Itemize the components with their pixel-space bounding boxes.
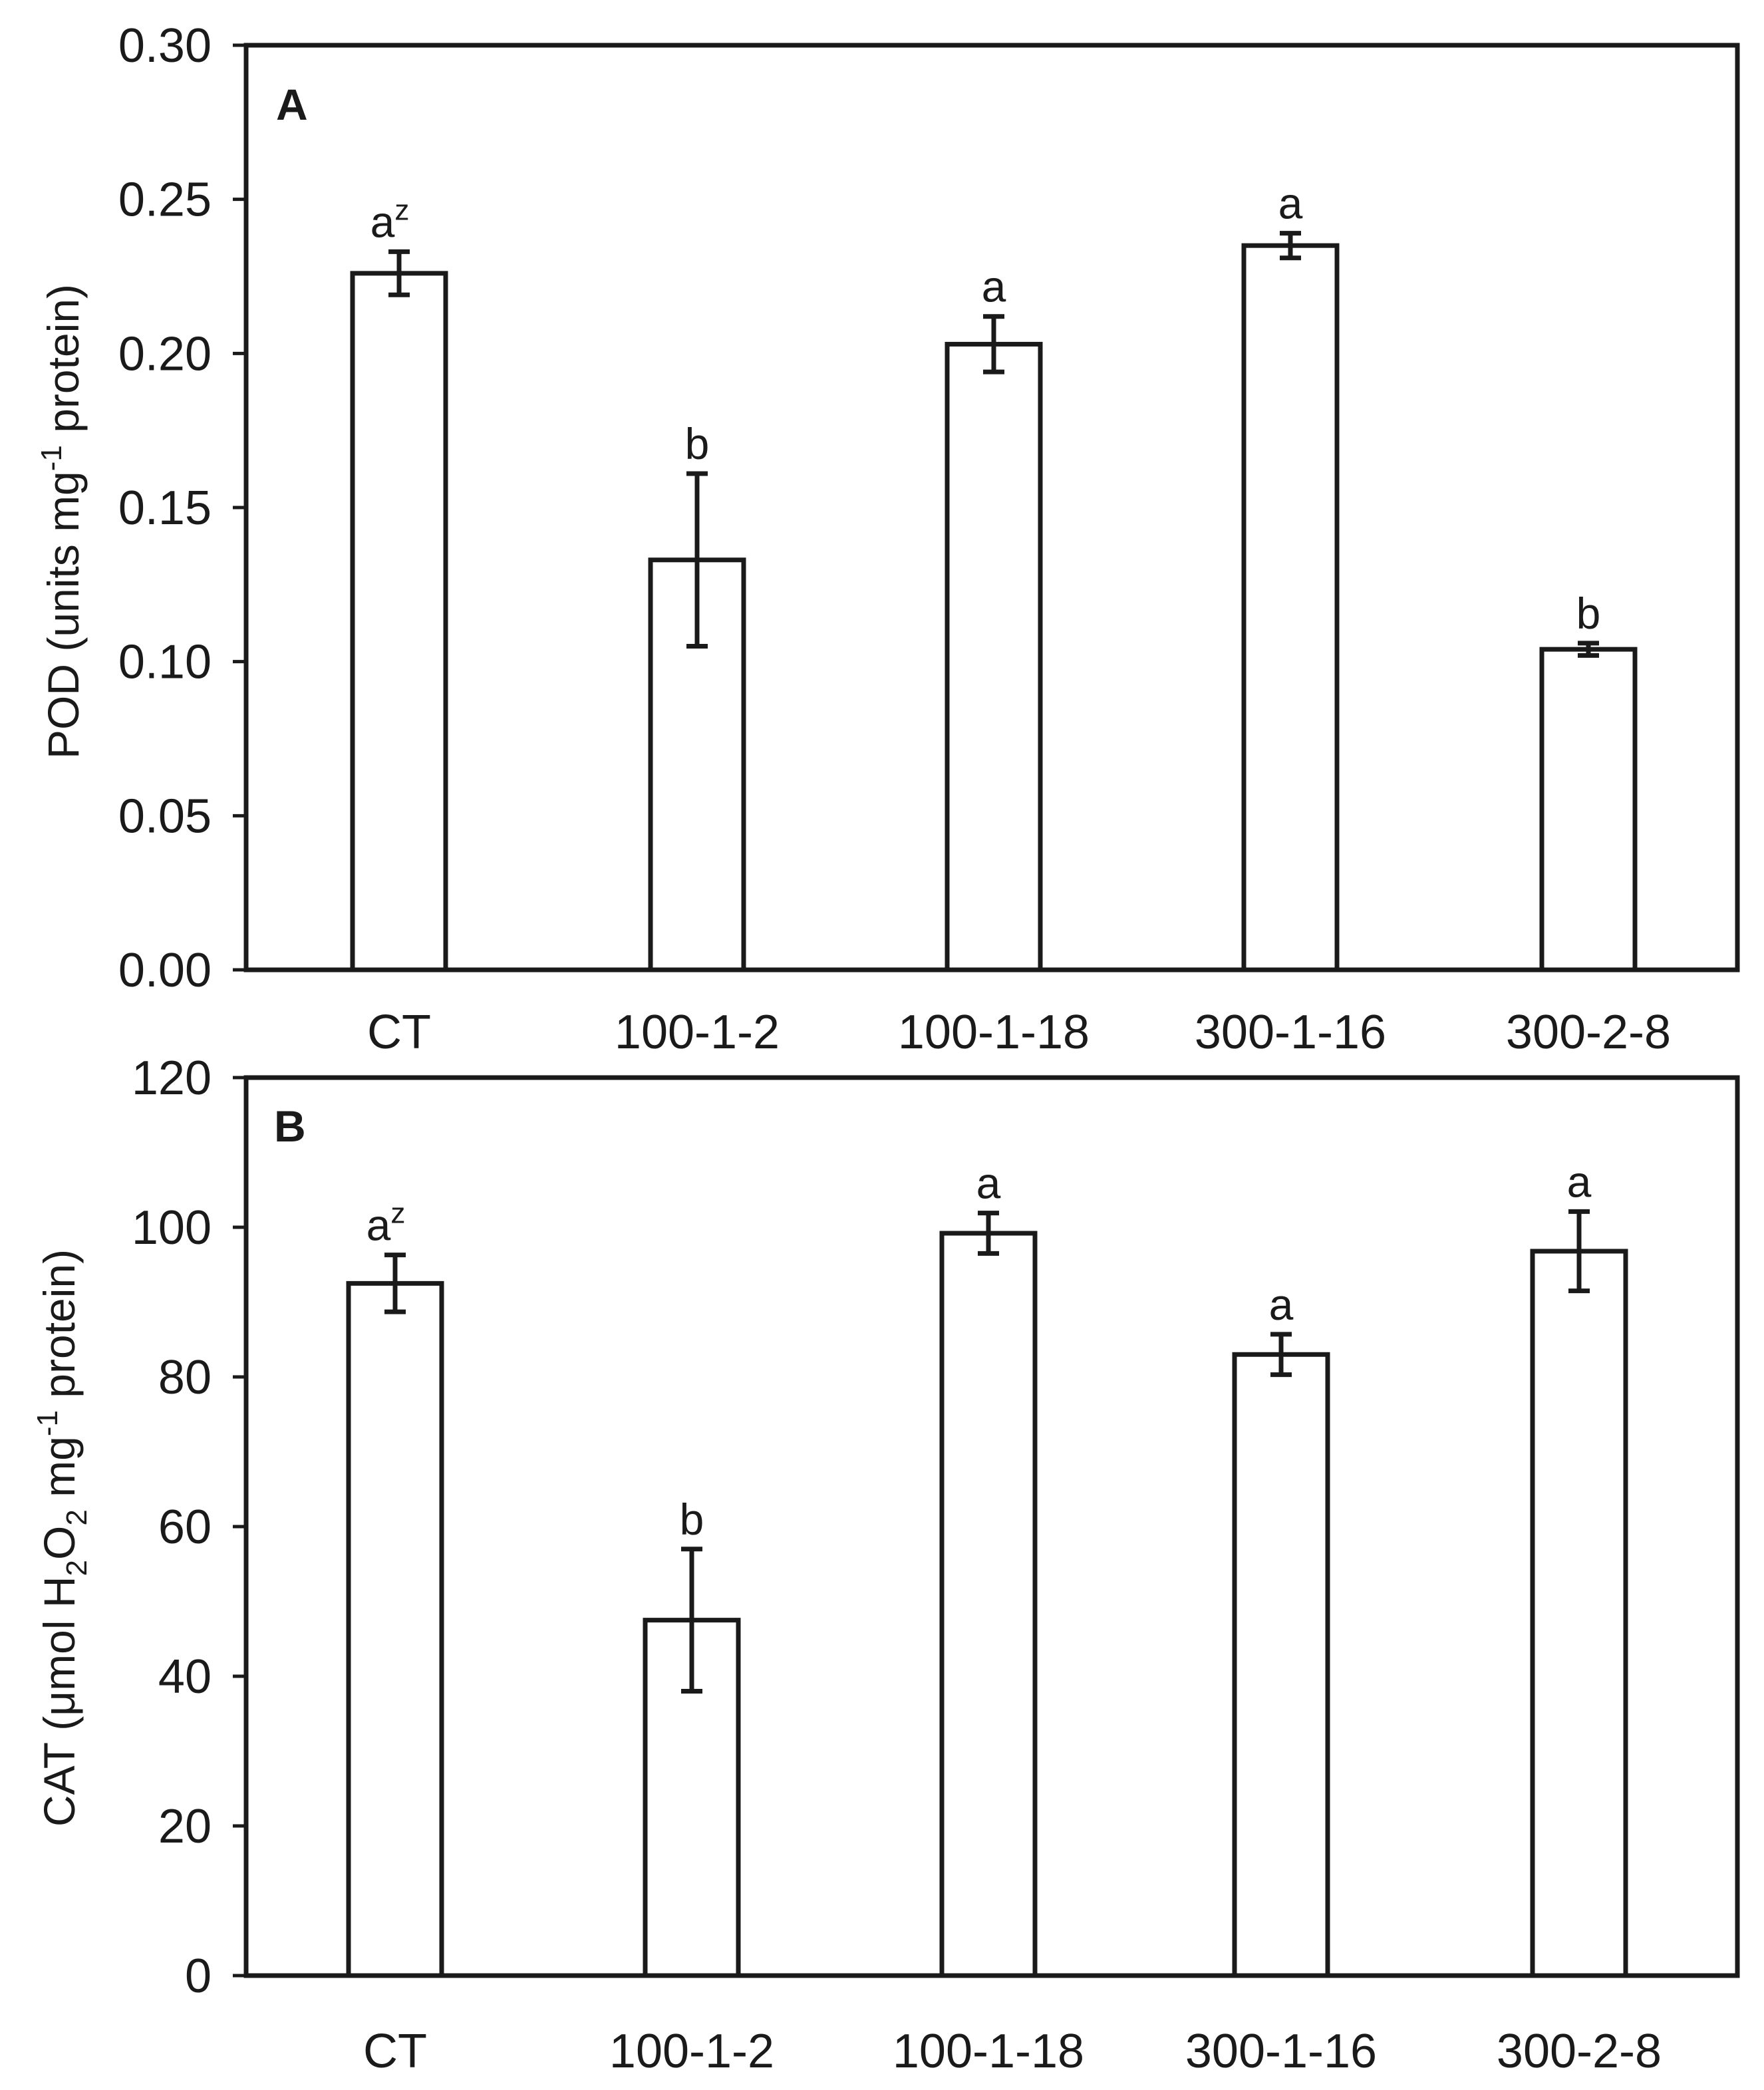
panel-a-y-axis-label: POD (units mg-1 protein): [35, 284, 88, 759]
panel-b-y-axis-label: CAT (μmol H2O2 mg-1 protein): [31, 1249, 93, 1827]
panel-a-significance-letter: b: [1576, 589, 1601, 638]
panel-a-significance-letter: az: [370, 194, 410, 246]
panel-a-bar-CT: [350, 271, 448, 972]
panel-b-error-bar: [1270, 1332, 1292, 1378]
panel-b-category-label: 100-1-18: [893, 2025, 1084, 2078]
panel-b-y-tick-label: 20: [158, 1800, 212, 1853]
panel-b-error-bar: [1568, 1209, 1590, 1294]
panel-a-category-label: 100-1-18: [898, 1006, 1090, 1059]
panel-b-y-tick-label: 120: [132, 1052, 212, 1105]
panel-a-y-tick-label: 0.10: [118, 636, 212, 689]
panel-a-y-tick-label: 0.05: [118, 790, 212, 843]
panel-a-significance-letter: a: [982, 262, 1006, 311]
panel-b-significance-letter: a: [1567, 1157, 1592, 1206]
panel-a-category-label: 300-2-8: [1506, 1006, 1671, 1059]
panel-b-category-label: CT: [363, 2025, 427, 2078]
panel-letter-a: A: [276, 80, 308, 129]
panel-a-bar-300-1-16: [1241, 243, 1340, 972]
panel-b-y-tick-label: 100: [132, 1201, 212, 1255]
panel-b-bar-CT: [346, 1280, 444, 1978]
panel-b-y-tick-label: 40: [158, 1650, 212, 1704]
panel-b-y-tick-label: 80: [158, 1351, 212, 1404]
panel-a-y-tick-label: 0.15: [118, 482, 212, 535]
panel-a-y-tick-label: 0.20: [118, 327, 212, 380]
panel-b-category-label: 300-2-8: [1497, 2025, 1662, 2078]
panel-a-error-bar: [388, 249, 410, 297]
panel-a-error-bar: [983, 314, 1004, 374]
panel-b-bar-300-1-16: [1232, 1352, 1330, 1978]
panel-a-y-tick-label: 0.00: [118, 944, 212, 997]
panel-b-error-bar: [681, 1547, 702, 1694]
panel-b: B CAT (μmol H2O2 mg-1 protein) 0 20 40 60 80…: [31, 1052, 1740, 2078]
panel-b-error-bar: [384, 1253, 406, 1314]
panel-a-error-bar: [1578, 641, 1599, 658]
panel-b-error-bar: [978, 1211, 999, 1256]
panel-letter-b: B: [274, 1102, 306, 1151]
panel-b-y-tick-label: 0: [185, 1950, 212, 2003]
panel-b-significance-letter: a: [1269, 1280, 1294, 1329]
panel-b-bar-300-2-8: [1530, 1249, 1628, 1978]
panel-a-category-label: CT: [367, 1006, 431, 1059]
panel-a-significance-letter: b: [685, 419, 710, 468]
panel-a-category-label: 100-1-2: [615, 1006, 780, 1059]
panel-b-significance-letter: a: [976, 1159, 1001, 1208]
panel-a-y-tick-label: 0.25: [118, 174, 212, 227]
panel-b-category-label: 100-1-2: [609, 2025, 774, 2078]
panel-a-error-bar: [1280, 231, 1301, 261]
panel-a-error-bar: [686, 471, 708, 649]
panel-a-y-tick-label: 0.30: [118, 19, 212, 73]
panel-b-category-label: 300-1-16: [1185, 2025, 1377, 2078]
panel-b-bar-100-1-18: [939, 1231, 1038, 1978]
panel-b-significance-letter: az: [367, 1197, 406, 1250]
panel-b-significance-letter: b: [680, 1495, 704, 1544]
panel-a: A POD (units mg-1 protein) 0.00 0.05 0.10 0…: [35, 19, 1740, 1059]
panel-b-y-tick-label: 60: [158, 1501, 212, 1554]
panel-a-category-label: 300-1-16: [1195, 1006, 1386, 1059]
panel-a-bar-100-1-18: [945, 341, 1043, 972]
panel-a-bar-300-2-8: [1539, 647, 1638, 972]
panel-a-significance-letter: a: [1278, 179, 1303, 228]
